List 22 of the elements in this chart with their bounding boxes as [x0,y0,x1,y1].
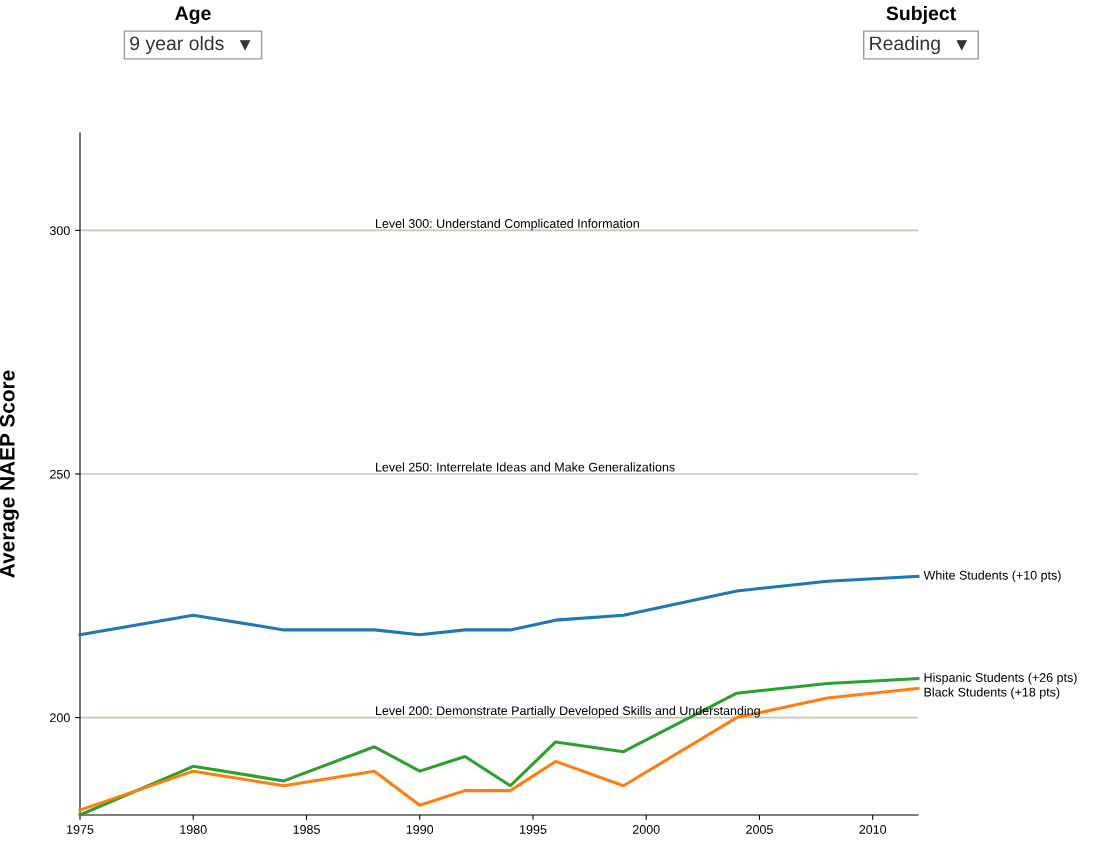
ref-line-label: Level 250: Interrelate Ideas and Make Generalizations [376,462,675,472]
ref-line-label: Level 300: Understand Complicated Information [376,218,639,231]
x-tick-label: 2010 [859,825,887,834]
y-tick-label: 300 [49,226,70,236]
series-label: Hispanic Students (+26 pts) [924,672,1077,685]
y-axis-title: Average NAEP Score [0,370,19,578]
x-tick-label: 1995 [520,825,547,834]
text: Subject [886,5,956,25]
text: 9 year olds [130,35,224,55]
text: Reading [870,35,940,55]
x-tick-label: 2000 [632,825,660,834]
series-label: Black Students (+18 pts) [924,687,1060,700]
x-tick-label: 1975 [67,825,94,834]
y-tick-label: 250 [50,469,70,479]
series-label: White Students (+10 pts) [923,570,1061,583]
x-tick-label: 1990 [406,825,434,834]
y-tick-label: 200 [50,713,70,723]
x-tick-label: 1985 [293,825,320,834]
line-series [78,574,920,637]
text: Age [175,6,211,25]
x-tick-label: 1980 [180,825,207,834]
x-tick-label: 2005 [746,825,773,834]
